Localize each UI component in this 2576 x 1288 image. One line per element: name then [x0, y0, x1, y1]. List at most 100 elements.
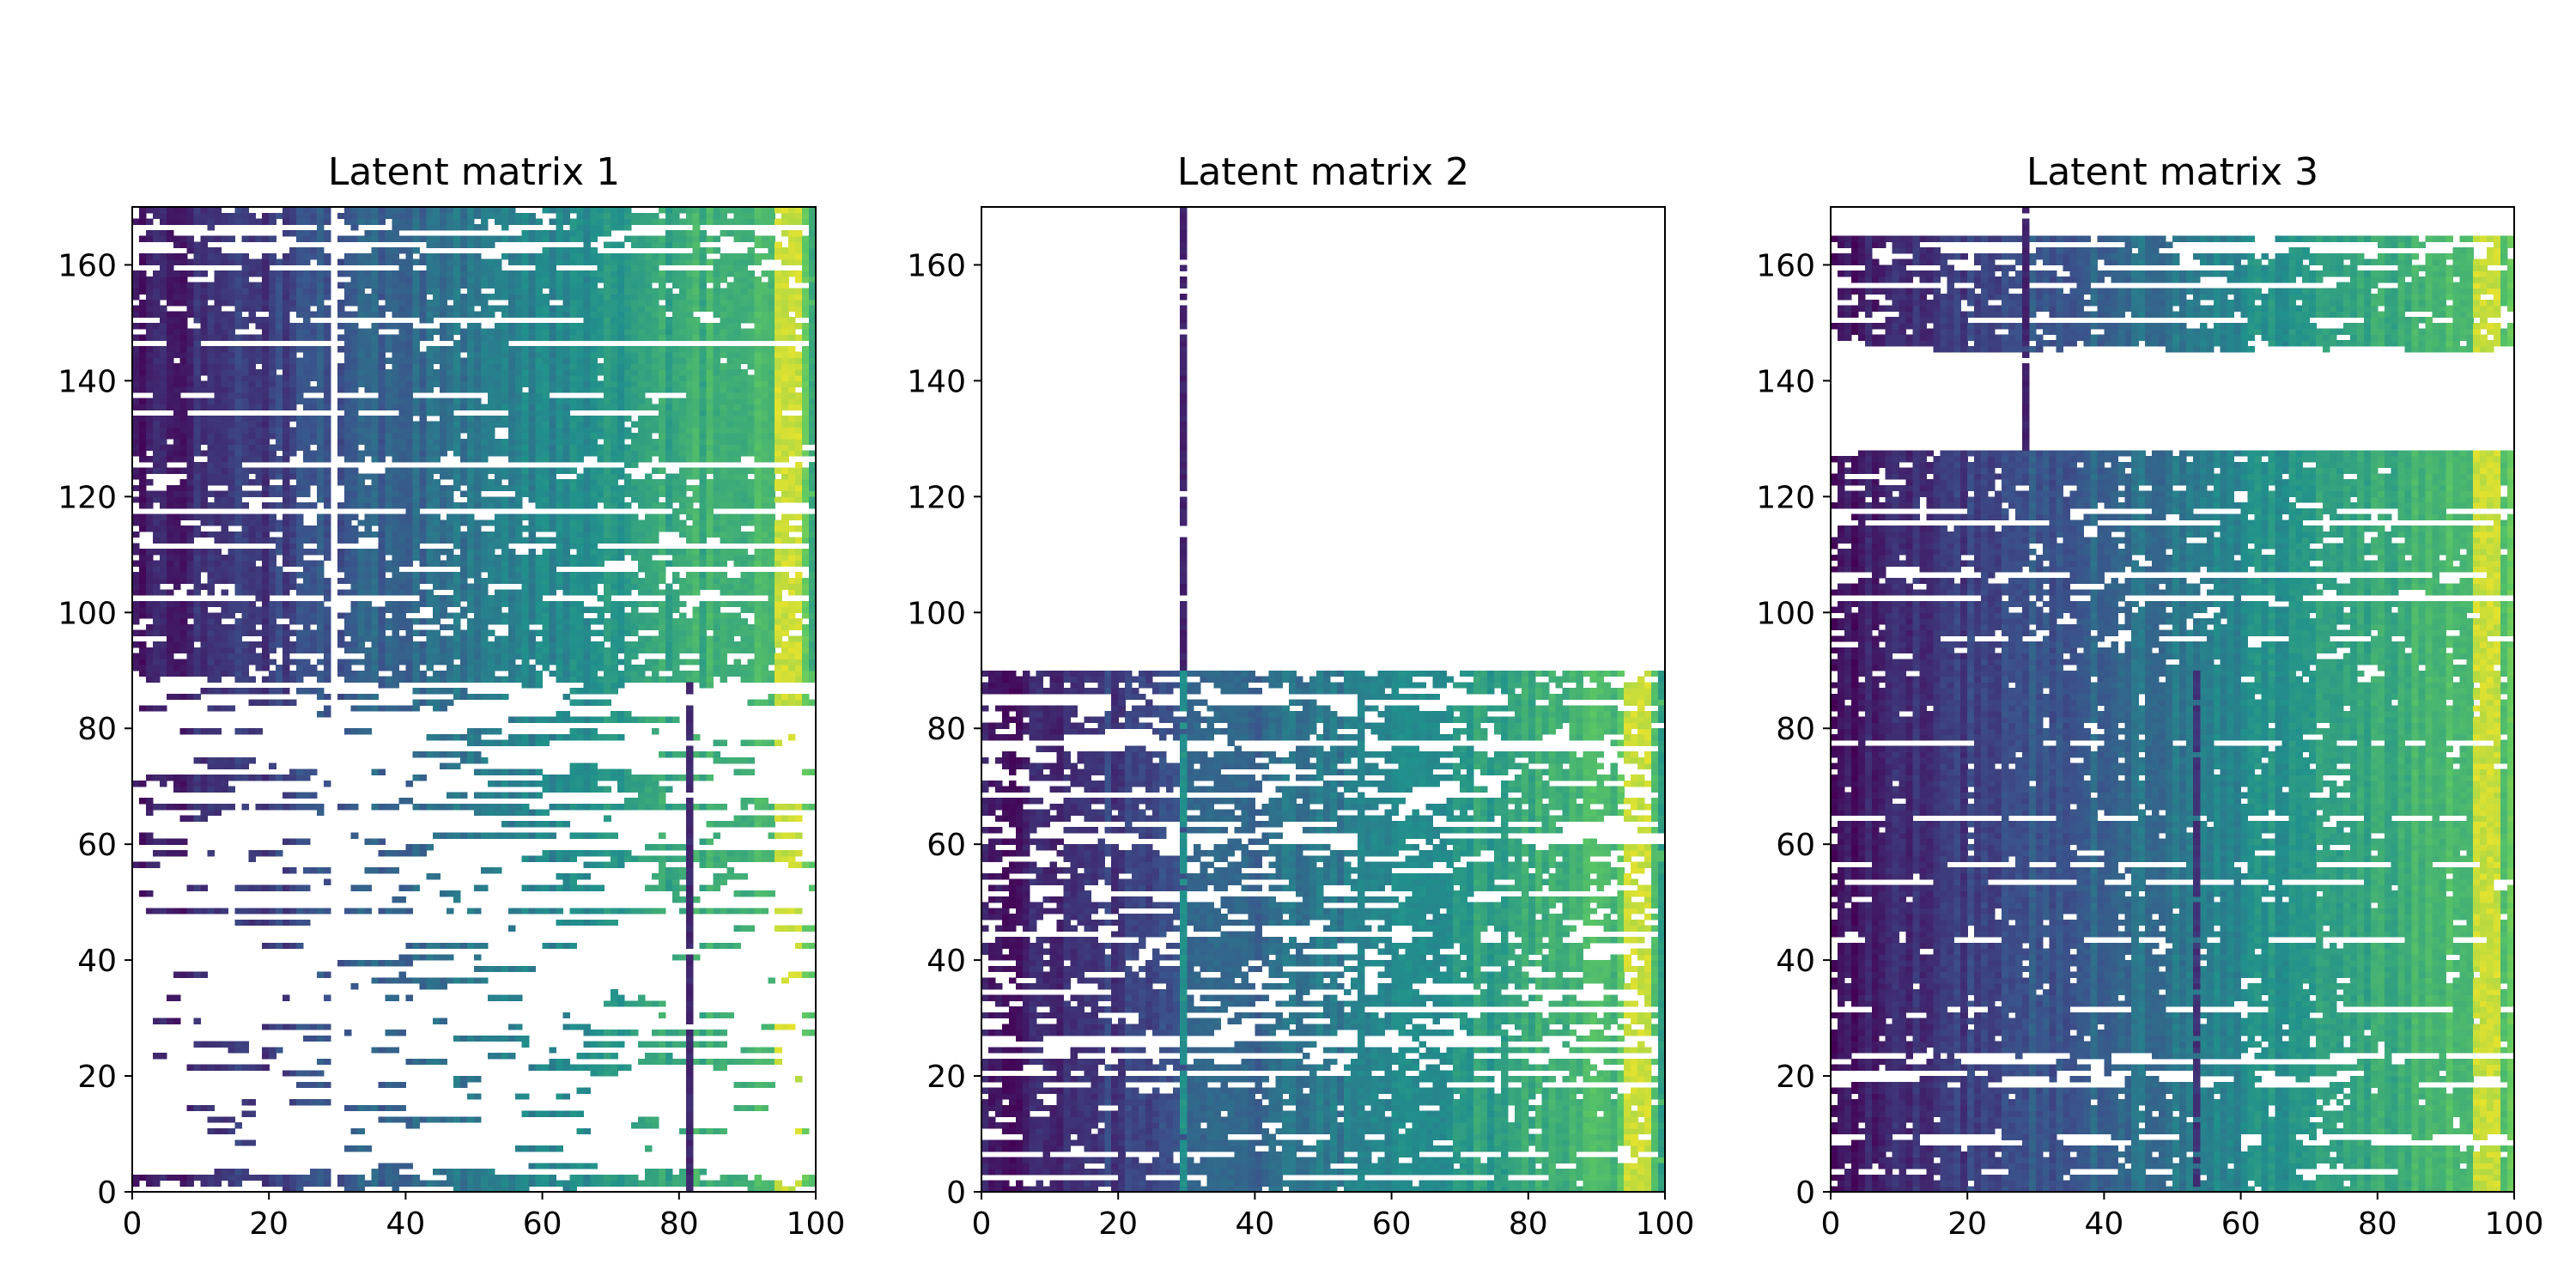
heatmap-cell [167, 995, 174, 1001]
heatmap-cell [241, 1047, 249, 1053]
heatmap-cell [269, 943, 276, 949]
heatmap-cell [543, 781, 550, 787]
heatmap-cell [802, 1175, 810, 1181]
heatmap-cell [317, 810, 325, 816]
heatmap-cell [611, 850, 618, 856]
heatmap-cell [488, 966, 495, 972]
heatmap-cell [180, 775, 188, 781]
heatmap-cell [201, 804, 209, 810]
heatmap-cell [659, 879, 666, 885]
heatmap-cell [543, 1181, 550, 1187]
heatmap-cell [576, 1088, 584, 1094]
heatmap-cell [351, 833, 359, 839]
heatmap-cell [426, 977, 434, 983]
heatmap-cell [631, 1122, 639, 1128]
heatmap-cell [611, 769, 618, 775]
heatmap-cell [638, 717, 646, 723]
heatmap-cell [672, 1175, 680, 1181]
heatmap-cell [700, 908, 708, 914]
heatmap-cell [550, 1065, 557, 1071]
heatmap-cell [707, 1042, 714, 1048]
heatmap-cell [146, 804, 154, 810]
heatmap-cell [194, 804, 202, 810]
heatmap-cell [569, 804, 577, 810]
heatmap-cell [714, 850, 721, 856]
heatmap-cell [447, 734, 454, 740]
heatmap-cell [522, 804, 530, 810]
heatmap-cell [583, 769, 591, 775]
heatmap-cell [508, 1036, 516, 1042]
heatmap-cell [761, 815, 769, 821]
heatmap-cell [652, 1030, 659, 1036]
heatmap-cell [372, 705, 380, 711]
heatmap-cell [283, 884, 290, 890]
heatmap-cell [447, 763, 454, 769]
heatmap-cell [733, 769, 741, 775]
heatmap-cell [412, 804, 420, 810]
heatmap-cell [659, 1059, 666, 1065]
heatmap-cell [208, 1065, 216, 1071]
heatmap-cell [379, 1175, 386, 1181]
heatmap-cell [372, 960, 380, 966]
heatmap-cell [187, 884, 195, 890]
heatmap-cell [631, 856, 639, 862]
heatmap-cell [679, 884, 687, 890]
heatmap-cell [289, 838, 297, 844]
heatmap-cell [714, 873, 721, 879]
heatmap-cell [173, 908, 181, 914]
heatmap-cell [426, 873, 434, 879]
heatmap-cell [379, 1181, 386, 1187]
heatmap-cell [665, 879, 673, 885]
heatmap-cell [440, 833, 447, 839]
heatmap-cell [590, 861, 598, 867]
heatmap-cell [234, 1169, 242, 1175]
heatmap-cell [180, 1181, 188, 1187]
heatmap-cell [365, 960, 373, 966]
heatmap-cell [562, 717, 570, 723]
heatmap-cell [426, 943, 434, 949]
heatmap-cell [180, 838, 188, 844]
heatmap-cell [720, 873, 728, 879]
heatmap-cell [324, 1099, 331, 1105]
heatmap-cell [604, 1042, 611, 1048]
heatmap-cell [467, 757, 475, 763]
heatmap-cell [802, 1012, 810, 1018]
heatmap-cell [508, 1175, 516, 1181]
heatmap-cell [583, 781, 591, 787]
heatmap-cell [665, 787, 673, 793]
heatmap-cell [372, 838, 380, 844]
heatmap-cell [569, 717, 577, 723]
heatmap-cell [604, 850, 611, 856]
heatmap-cell [733, 1082, 741, 1088]
heatmap-cell [248, 700, 256, 706]
heatmap-cell [372, 977, 380, 983]
heatmap-cell [617, 850, 625, 856]
heatmap-cell [543, 734, 550, 740]
heatmap-cell [590, 1042, 598, 1048]
heatmap-cell [153, 908, 161, 914]
heatmap-cell [467, 728, 475, 734]
heatmap-cell [501, 995, 509, 1001]
heatmap-cell [761, 856, 769, 862]
heatmap-cell [296, 943, 304, 949]
heatmap-cell [569, 781, 577, 787]
heatmap-cell [761, 1047, 769, 1053]
heatmap-cell [276, 884, 283, 890]
heatmap-cell [447, 751, 454, 757]
heatmap-cell [398, 798, 406, 804]
heatmap-cell [474, 1169, 482, 1175]
heatmap-cell [659, 717, 666, 723]
heatmap-cell [583, 1181, 591, 1187]
heatmap-cell [562, 1059, 570, 1065]
heatmap-cell [768, 890, 775, 896]
heatmap-cell [665, 1175, 673, 1181]
heatmap-cell [597, 1070, 605, 1076]
heatmap-cell [208, 1105, 216, 1111]
heatmap-cell [495, 867, 502, 873]
heatmap-cell [604, 804, 611, 810]
heatmap-cell [576, 763, 584, 769]
heatmap-cell [386, 1047, 393, 1053]
heatmap-cell [652, 1000, 659, 1006]
heatmap-cell [556, 850, 564, 856]
heatmap-cell [781, 856, 789, 862]
